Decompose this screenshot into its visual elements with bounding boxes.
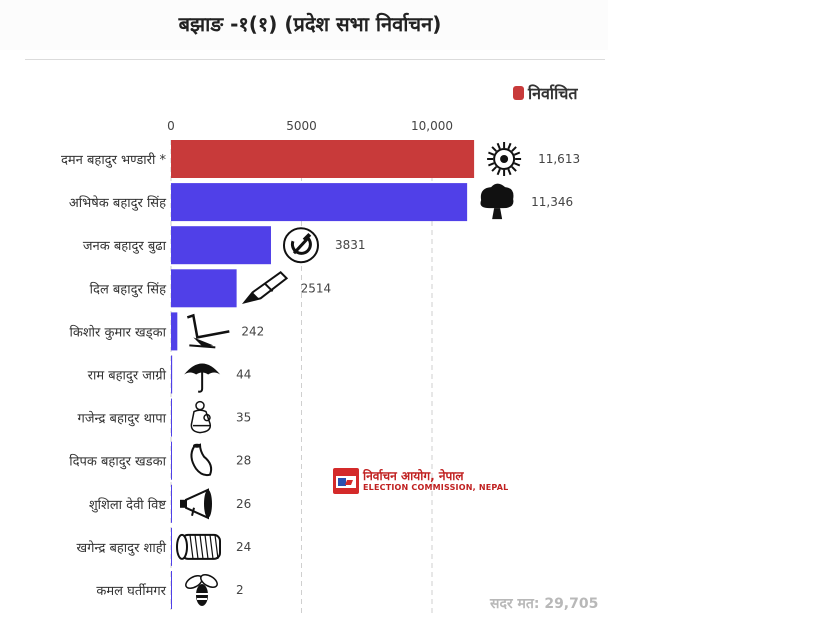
- candidate-bar: [171, 484, 172, 523]
- candidate-bar: [171, 527, 172, 566]
- vote-count-label: 242: [241, 324, 264, 338]
- election-commission-emblem-icon: [333, 468, 359, 494]
- candidate-name-label: कमल घर्तीमगर: [96, 583, 166, 599]
- pen-icon: [241, 270, 289, 304]
- title-band: [0, 0, 608, 50]
- candidate-name-label: जनक बहादुर बुढा: [83, 239, 167, 254]
- sun-icon: [487, 142, 522, 176]
- drum-icon: [176, 533, 221, 560]
- candidate-name-label: दिल बहादुर सिंह: [90, 281, 167, 297]
- logo-text-nepali: निर्वाचन आयोग, नेपाल: [363, 469, 464, 483]
- candidate-bar: [171, 398, 172, 437]
- candidate-name-label: शुशिला देवी विष्ट: [89, 497, 167, 513]
- candidate-bar: [171, 269, 237, 308]
- tree-icon: [480, 183, 514, 220]
- election-commission-logo: निर्वाचन आयोग, नेपाल ELECTION COMMISSION…: [333, 468, 508, 494]
- umbrella-icon: [184, 363, 221, 393]
- vote-count-label: 28: [236, 454, 251, 468]
- candidate-bar: [171, 183, 468, 222]
- vote-count-label: 2514: [301, 281, 332, 295]
- megaphone-icon: [180, 488, 212, 520]
- vote-count-label: 24: [236, 540, 251, 554]
- candidate-bar: [171, 312, 178, 351]
- candidate-name-label: दिपक बहादुर खडका: [69, 454, 166, 470]
- candidate-name-label: खगेन्द्र बहादुर शाही: [76, 540, 166, 556]
- vote-count-label: 11,613: [538, 152, 580, 166]
- vote-count-label: 2: [236, 583, 244, 597]
- candidate-name-label: अभिषेक बहादुर सिंह: [69, 195, 167, 211]
- vote-count-label: 11,346: [531, 195, 573, 209]
- candidate-bar: [171, 441, 172, 480]
- page-title: बझाङ -१(१) (प्रदेश सभा निर्वाचन): [178, 12, 442, 36]
- candidate-bar: [171, 140, 475, 178]
- plough-icon: [186, 313, 230, 349]
- legend-label: निर्वाचित: [528, 84, 578, 103]
- candidate-bar: [171, 355, 173, 394]
- candidate-name-label: दमन बहादुर भण्डारी *: [61, 152, 167, 168]
- mother-child-icon: [190, 400, 212, 434]
- hammer-sickle-icon: [282, 227, 319, 264]
- candidate-name-label: राम बहादुर जाग्री: [88, 368, 167, 384]
- vote-count-label: 44: [236, 368, 251, 382]
- bee-icon: [185, 574, 218, 606]
- legend: निर्वाचित: [513, 82, 578, 104]
- x-tick-label: 10,000: [411, 119, 453, 133]
- x-tick-label: 0: [167, 119, 175, 133]
- title-divider: [25, 59, 605, 60]
- logo-text-english: ELECTION COMMISSION, NEPAL: [363, 483, 509, 492]
- vote-count-label: 35: [236, 411, 251, 425]
- candidate-bar: [171, 571, 172, 609]
- candidate-name-label: किशोर कुमार खड्का: [69, 324, 166, 340]
- vote-count-label: 26: [236, 497, 251, 511]
- legend-swatch: [513, 86, 524, 100]
- candidate-name-label: गजेन्द्र बहादुर थापा: [78, 411, 167, 427]
- vote-count-label: 3831: [335, 238, 366, 252]
- total-valid-votes: सदर मत: 29,705: [490, 596, 599, 612]
- candidate-bar: [171, 226, 271, 265]
- x-tick-label: 5000: [286, 119, 317, 133]
- horn-icon: [190, 443, 213, 477]
